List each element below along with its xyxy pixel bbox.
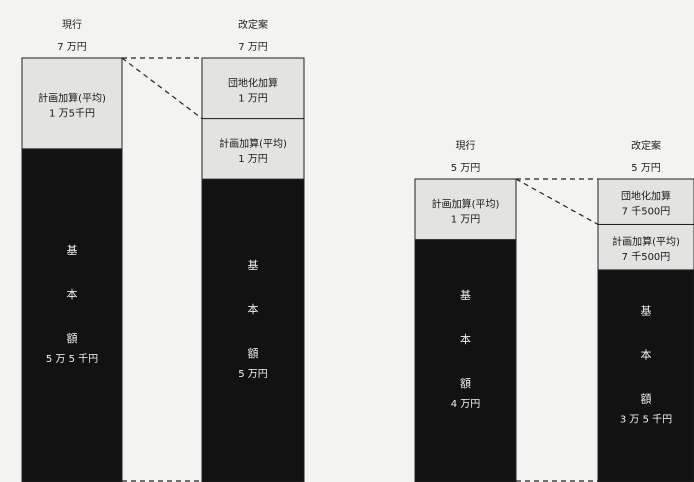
danchi-addition-bar <box>597 178 694 225</box>
segment-label: 計画加算(平均) <box>612 235 680 248</box>
segment-label: 団地化加算 <box>228 76 278 89</box>
plan-addition-bar <box>414 178 517 241</box>
segment-value: 1 万円 <box>238 93 268 104</box>
category-label: 現行 <box>456 139 476 152</box>
base-amount-label: 基 <box>67 244 78 257</box>
segment-value: 1 万円 <box>238 154 268 165</box>
base-amount-value: 5 万円 <box>238 369 268 380</box>
base-amount-label: 本 <box>460 332 471 346</box>
base-amount-label: 額 <box>641 392 652 405</box>
base-amount-label: 本 <box>641 347 652 361</box>
category-label: 現行 <box>62 18 82 31</box>
danchi-addition-bar <box>201 57 305 120</box>
category-label: 改定案 <box>238 18 268 31</box>
base-connector <box>121 57 203 120</box>
total-label: 7 万円 <box>57 42 87 53</box>
base-amount-label: 額 <box>248 347 259 360</box>
base-amount-label: 額 <box>460 377 471 390</box>
base-amount-bar <box>201 178 305 482</box>
total-label: 5 万円 <box>631 163 661 174</box>
plan-addition-bar <box>21 57 123 150</box>
base-connector <box>515 178 599 225</box>
base-amount-bar <box>414 239 517 482</box>
base-amount-value: 4 万円 <box>451 399 481 410</box>
segment-label: 計画加算(平均) <box>38 91 106 104</box>
segment-value: 7 千500円 <box>622 251 671 263</box>
base-amount-value: 5 万 5 千円 <box>46 353 98 365</box>
segment-value: 1 万5千円 <box>49 107 95 119</box>
segment-label: 計画加算(平均) <box>219 137 287 150</box>
base-amount-bar <box>21 148 123 482</box>
base-amount-label: 基 <box>460 289 471 302</box>
base-amount-label: 額 <box>67 332 78 345</box>
category-label: 改定案 <box>631 139 661 152</box>
base-amount-label: 基 <box>641 304 652 317</box>
segment-label: 団地化加算 <box>621 190 671 203</box>
base-amount-label: 本 <box>248 302 259 316</box>
base-amount-label: 本 <box>67 287 78 301</box>
base-amount-bar <box>597 269 694 482</box>
base-amount-label: 基 <box>248 259 259 272</box>
total-label: 5 万円 <box>451 163 481 174</box>
segment-value: 7 千500円 <box>622 206 671 218</box>
base-amount-value: 3 万 5 千円 <box>620 413 672 425</box>
total-label: 7 万円 <box>238 42 268 53</box>
segment-label: 計画加算(平均) <box>432 197 500 210</box>
plan-addition-bar <box>201 118 305 180</box>
segment-value: 1 万円 <box>451 214 481 225</box>
